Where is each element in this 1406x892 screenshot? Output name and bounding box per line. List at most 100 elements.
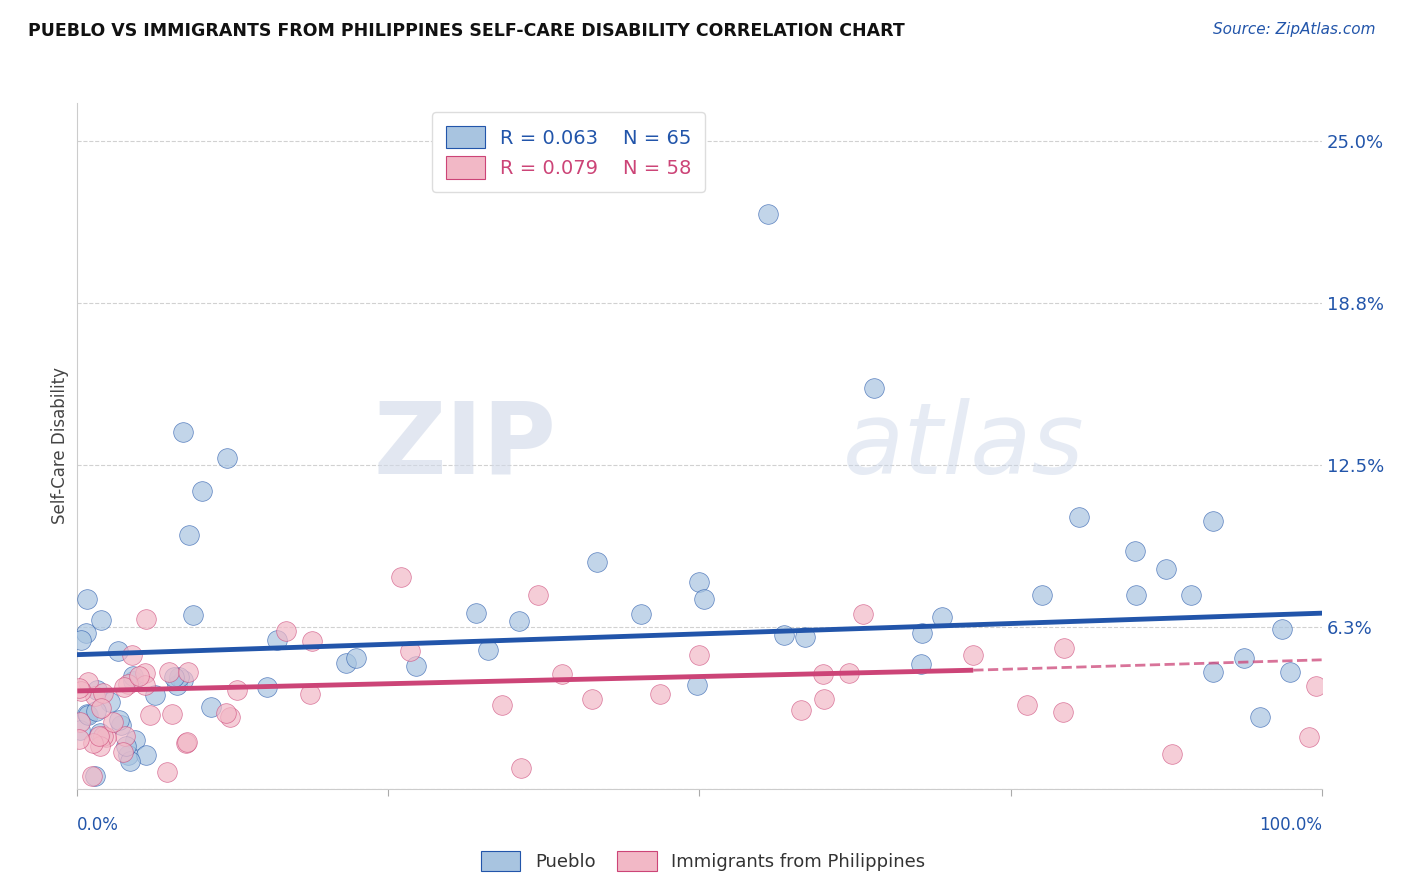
Point (1015, 698, 1038, 712)
Point (1053, 640, 1076, 655)
Point (107, 644, 129, 658)
Point (910, 657, 932, 671)
Point (862, 381, 884, 395)
Point (1125, 588, 1147, 602)
Point (838, 665, 860, 680)
Point (794, 630, 817, 644)
Point (89, 725, 111, 739)
Point (266, 633, 288, 648)
Point (790, 703, 813, 717)
Point (70, 683, 93, 698)
Point (90, 701, 112, 715)
Point (405, 659, 427, 673)
Point (69, 714, 91, 729)
Point (1031, 588, 1053, 602)
Point (931, 610, 953, 624)
Point (80, 769, 103, 783)
Point (111, 745, 134, 759)
Point (298, 687, 321, 701)
Point (121, 648, 143, 662)
Point (911, 626, 934, 640)
Point (215, 706, 238, 720)
Point (689, 648, 711, 662)
Text: 100.0%: 100.0% (1258, 816, 1322, 834)
Point (1160, 747, 1182, 761)
Point (200, 700, 222, 714)
Point (67, 681, 90, 696)
Point (176, 735, 198, 749)
Point (399, 644, 422, 658)
Point (177, 665, 200, 679)
Point (551, 667, 574, 681)
Point (76, 707, 98, 722)
Point (172, 673, 194, 687)
Point (1052, 705, 1074, 719)
Point (163, 670, 186, 684)
Point (96, 730, 118, 744)
Legend: R = 0.063    N = 65, R = 0.079    N = 58: R = 0.063 N = 65, R = 0.079 N = 58 (432, 112, 706, 192)
Text: atlas: atlas (842, 398, 1084, 494)
Point (1123, 544, 1146, 558)
Point (156, 765, 179, 780)
Point (813, 667, 835, 681)
Point (134, 665, 156, 680)
Point (179, 528, 201, 542)
Point (686, 678, 709, 692)
Point (86, 682, 108, 697)
Point (134, 678, 156, 692)
Point (772, 627, 794, 641)
Point (174, 735, 197, 749)
Point (191, 484, 214, 499)
Point (219, 710, 242, 724)
Point (91, 729, 114, 743)
Point (1298, 730, 1320, 744)
Point (650, 687, 672, 701)
Point (143, 689, 166, 703)
Point (124, 732, 146, 747)
Point (1305, 679, 1327, 693)
Point (89, 739, 111, 753)
Point (112, 680, 135, 694)
Point (1233, 650, 1256, 665)
Point (121, 669, 143, 683)
Point (301, 633, 323, 648)
Point (1067, 510, 1090, 524)
Point (167, 670, 190, 684)
Point (89, 729, 111, 743)
Point (215, 450, 238, 465)
Point (389, 570, 412, 584)
Point (77, 675, 100, 690)
Point (526, 588, 548, 602)
Point (172, 425, 194, 439)
Point (160, 707, 183, 722)
Point (157, 665, 180, 680)
Point (91, 686, 114, 700)
Point (693, 591, 716, 606)
Point (101, 715, 124, 730)
Point (69, 723, 91, 737)
Point (1154, 562, 1177, 576)
Point (135, 612, 157, 626)
Point (477, 642, 499, 657)
Point (86, 704, 108, 718)
Point (274, 624, 297, 638)
Point (90, 613, 112, 627)
Point (82, 736, 104, 750)
Point (464, 606, 486, 620)
Point (84, 769, 107, 783)
Point (756, 207, 779, 221)
Point (166, 678, 188, 692)
Point (83, 690, 105, 704)
Point (114, 729, 136, 743)
Point (491, 698, 513, 712)
Point (226, 682, 249, 697)
Point (1202, 665, 1225, 680)
Legend: Pueblo, Immigrants from Philippines: Pueblo, Immigrants from Philippines (474, 844, 932, 879)
Point (128, 669, 150, 683)
Point (344, 651, 367, 665)
Point (135, 748, 157, 763)
Point (962, 648, 984, 662)
Point (69, 732, 91, 747)
Point (689, 575, 711, 590)
Point (1279, 665, 1302, 679)
